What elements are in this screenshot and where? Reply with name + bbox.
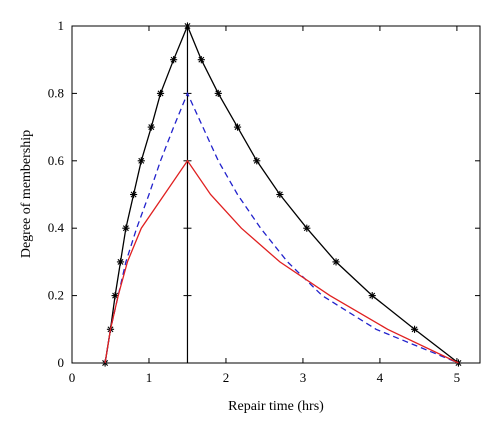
star-marker [147, 123, 155, 131]
star-marker [253, 157, 261, 165]
star-marker [197, 56, 205, 64]
star-marker [183, 22, 192, 30]
x-ticks: 0 1 2 3 4 5 [69, 26, 460, 385]
star-marker [111, 292, 119, 300]
series-layer [101, 22, 463, 367]
star-marker [332, 258, 340, 266]
star-marker [410, 325, 419, 333]
star-marker [156, 89, 165, 97]
x-tick-label: 1 [146, 370, 153, 385]
y-tick-label: 0.6 [48, 153, 65, 168]
y-axis-label: Degree of membership [19, 130, 34, 258]
x-tick-label: 2 [223, 370, 230, 385]
x-tick-label: 5 [454, 370, 461, 385]
star-marker [116, 258, 125, 266]
star-marker [303, 224, 311, 232]
x-axis-label: Repair time (hrs) [228, 399, 324, 414]
y-tick-label: 1 [58, 18, 65, 33]
star-marker [368, 292, 376, 300]
x-tick-label: 0 [69, 370, 76, 385]
star-marker [214, 89, 222, 97]
series-line-2 [104, 91, 459, 364]
star-marker [137, 157, 145, 165]
star-marker [276, 190, 284, 199]
x-tick-label: 3 [300, 370, 307, 385]
star-marker [170, 56, 178, 64]
x-tick-label: 4 [377, 370, 384, 385]
y-tick-label: 0 [58, 355, 65, 370]
y-tick-label: 0.4 [48, 220, 65, 235]
series-line-3 [104, 159, 459, 364]
y-ticks: 0 0.2 0.4 0.6 0.8 1 [48, 18, 480, 370]
y-tick-label: 0.8 [48, 85, 64, 100]
star-marker [122, 224, 130, 232]
y-tick-label: 0.2 [48, 288, 64, 303]
plot-area [71, 25, 481, 364]
star-marker [233, 123, 242, 131]
star-marker [129, 190, 138, 199]
